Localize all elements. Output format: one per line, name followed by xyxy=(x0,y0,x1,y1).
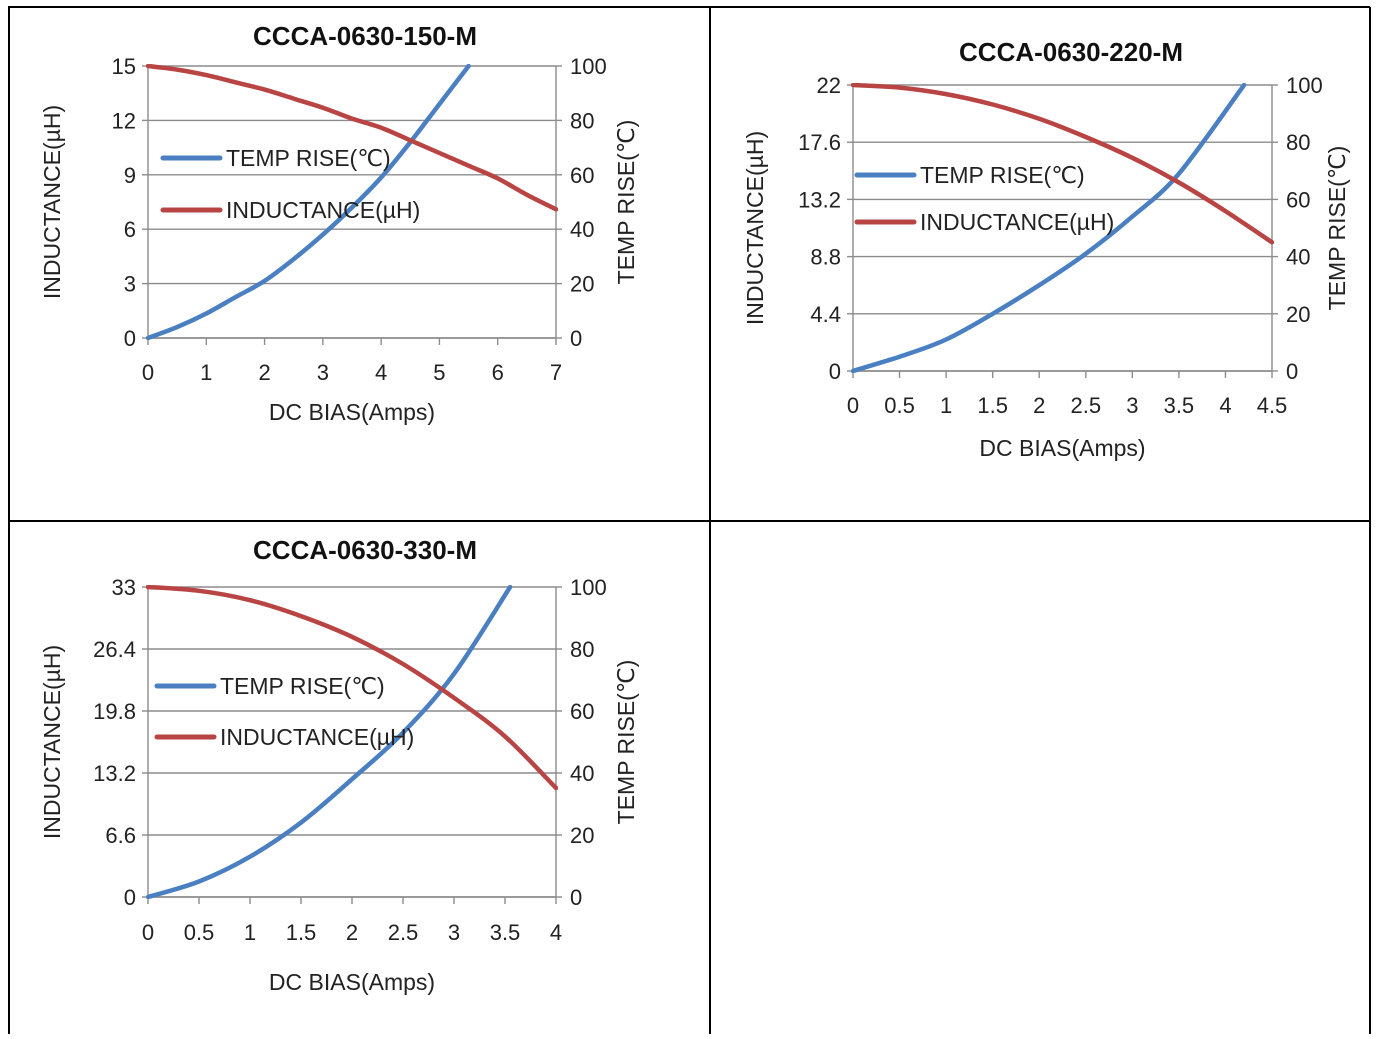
y-right-tick-label: 0 xyxy=(570,326,582,351)
y-right-tick-label: 80 xyxy=(1286,130,1310,155)
y-left-tick-label: 17.6 xyxy=(798,130,841,155)
y-left-tick-label: 13.2 xyxy=(798,187,841,212)
y-left-tick-label: 33 xyxy=(112,575,136,600)
chart-title: CCCA-0630-150-M xyxy=(253,21,477,51)
chart-title: CCCA-0630-330-M xyxy=(253,535,477,565)
y-right-tick-label: 20 xyxy=(570,272,594,297)
x-tick-label: 1 xyxy=(200,360,212,385)
y-right-tick-label: 100 xyxy=(1286,73,1323,98)
y-left-axis-title: INDUCTANCE(µH) xyxy=(742,131,768,325)
y-left-tick-label: 0 xyxy=(124,326,136,351)
x-tick-label: 3 xyxy=(1126,393,1138,418)
y-right-tick-label: 60 xyxy=(1286,187,1310,212)
x-tick-label: 4 xyxy=(375,360,387,385)
series-line-inductance xyxy=(851,83,1274,245)
y-right-axis-title: TEMP RISE(℃) xyxy=(613,660,639,825)
y-right-tick-label: 100 xyxy=(570,575,607,600)
y-right-tick-label: 20 xyxy=(570,823,594,848)
x-tick-label: 3 xyxy=(317,360,329,385)
legend-label-temp-rise: TEMP RISE(℃) xyxy=(220,673,385,699)
y-left-tick-label: 19.8 xyxy=(93,699,136,724)
chart-title: CCCA-0630-220-M xyxy=(959,37,1183,67)
y-left-tick-label: 8.8 xyxy=(810,245,841,270)
y-left-tick-label: 6 xyxy=(124,217,136,242)
y-left-tick-label: 9 xyxy=(124,163,136,188)
y-right-tick-label: 20 xyxy=(1286,302,1310,327)
x-tick-label: 2 xyxy=(258,360,270,385)
y-right-tick-label: 40 xyxy=(1286,245,1310,270)
y-left-tick-label: 3 xyxy=(124,272,136,297)
y-left-tick-label: 6.6 xyxy=(105,823,136,848)
x-tick-label: 3 xyxy=(448,920,460,945)
legend-label-inductance: INDUCTANCE(µH) xyxy=(226,197,420,223)
y-right-tick-label: 0 xyxy=(1286,359,1298,384)
x-tick-label: 0.5 xyxy=(884,393,915,418)
x-tick-label: 2.5 xyxy=(1070,393,1101,418)
x-tick-label: 0 xyxy=(142,360,154,385)
y-left-tick-label: 12 xyxy=(112,108,136,133)
y-right-axis-title: TEMP RISE(℃) xyxy=(613,120,639,285)
y-right-tick-label: 100 xyxy=(570,54,607,79)
y-right-tick-label: 40 xyxy=(570,761,594,786)
x-tick-label: 6 xyxy=(492,360,504,385)
x-tick-label: 0 xyxy=(847,393,859,418)
y-right-tick-label: 80 xyxy=(570,637,594,662)
x-tick-label: 1.5 xyxy=(977,393,1008,418)
series-line-temp-rise xyxy=(851,83,1247,373)
y-left-axis-title: INDUCTANCE(µH) xyxy=(39,105,65,299)
x-tick-label: 0.5 xyxy=(184,920,215,945)
y-right-tick-label: 40 xyxy=(570,217,594,242)
y-left-axis-title: INDUCTANCE(µH) xyxy=(39,645,65,839)
x-tick-label: 3.5 xyxy=(490,920,521,945)
y-left-tick-label: 13.2 xyxy=(93,761,136,786)
y-left-tick-label: 15 xyxy=(112,54,136,79)
x-tick-label: 4 xyxy=(1219,393,1231,418)
chart-cell-150: CCCA-0630-150-M 0 0 3 20 6 40 9 60 12 80 15 100 0 1 2 3 4… xyxy=(10,8,710,520)
x-axis-title: DC BIAS(Amps) xyxy=(269,969,435,995)
x-tick-label: 1.5 xyxy=(286,920,317,945)
x-tick-label: 2 xyxy=(1033,393,1045,418)
x-tick-label: 4 xyxy=(550,920,562,945)
chart-cell-220: CCCA-0630-220-M 0 0 4.4 20 8.8 40 13.2 60 17.6 80 2… xyxy=(711,8,1370,520)
legend-label-temp-rise: TEMP RISE(℃) xyxy=(226,145,391,171)
chart-cell-330: CCCA-0630-330-M 0 0 6.6 20 13.2 40 19.8 60 26.4 80… xyxy=(10,522,710,1034)
x-tick-label: 3.5 xyxy=(1164,393,1195,418)
x-axis-title: DC BIAS(Amps) xyxy=(979,435,1145,461)
x-tick-label: 1 xyxy=(940,393,952,418)
series-line-temp-rise xyxy=(146,585,513,899)
x-tick-label: 7 xyxy=(550,360,562,385)
y-left-tick-label: 26.4 xyxy=(93,637,136,662)
y-left-tick-label: 4.4 xyxy=(810,302,841,327)
y-right-tick-label: 60 xyxy=(570,699,594,724)
legend-label-temp-rise: TEMP RISE(℃) xyxy=(920,162,1085,188)
empty-cell xyxy=(711,522,1370,1034)
x-axis-title: DC BIAS(Amps) xyxy=(269,399,435,425)
legend-label-inductance: INDUCTANCE(µH) xyxy=(920,209,1114,235)
legend-label-inductance: INDUCTANCE(µH) xyxy=(220,724,414,750)
x-tick-label: 2.5 xyxy=(388,920,419,945)
y-right-axis-title: TEMP RISE(℃) xyxy=(1324,146,1350,311)
x-tick-label: 1 xyxy=(244,920,256,945)
y-right-tick-label: 80 xyxy=(570,108,594,133)
x-tick-label: 5 xyxy=(433,360,445,385)
x-tick-label: 4.5 xyxy=(1257,393,1288,418)
y-left-tick-label: 0 xyxy=(829,359,841,384)
x-tick-label: 0 xyxy=(142,920,154,945)
series-line-inductance xyxy=(146,64,558,212)
y-right-tick-label: 60 xyxy=(570,163,594,188)
y-left-tick-label: 22 xyxy=(817,73,841,98)
y-left-tick-label: 0 xyxy=(124,885,136,910)
series-line-inductance xyxy=(146,585,558,791)
x-tick-label: 2 xyxy=(346,920,358,945)
y-right-tick-label: 0 xyxy=(570,885,582,910)
